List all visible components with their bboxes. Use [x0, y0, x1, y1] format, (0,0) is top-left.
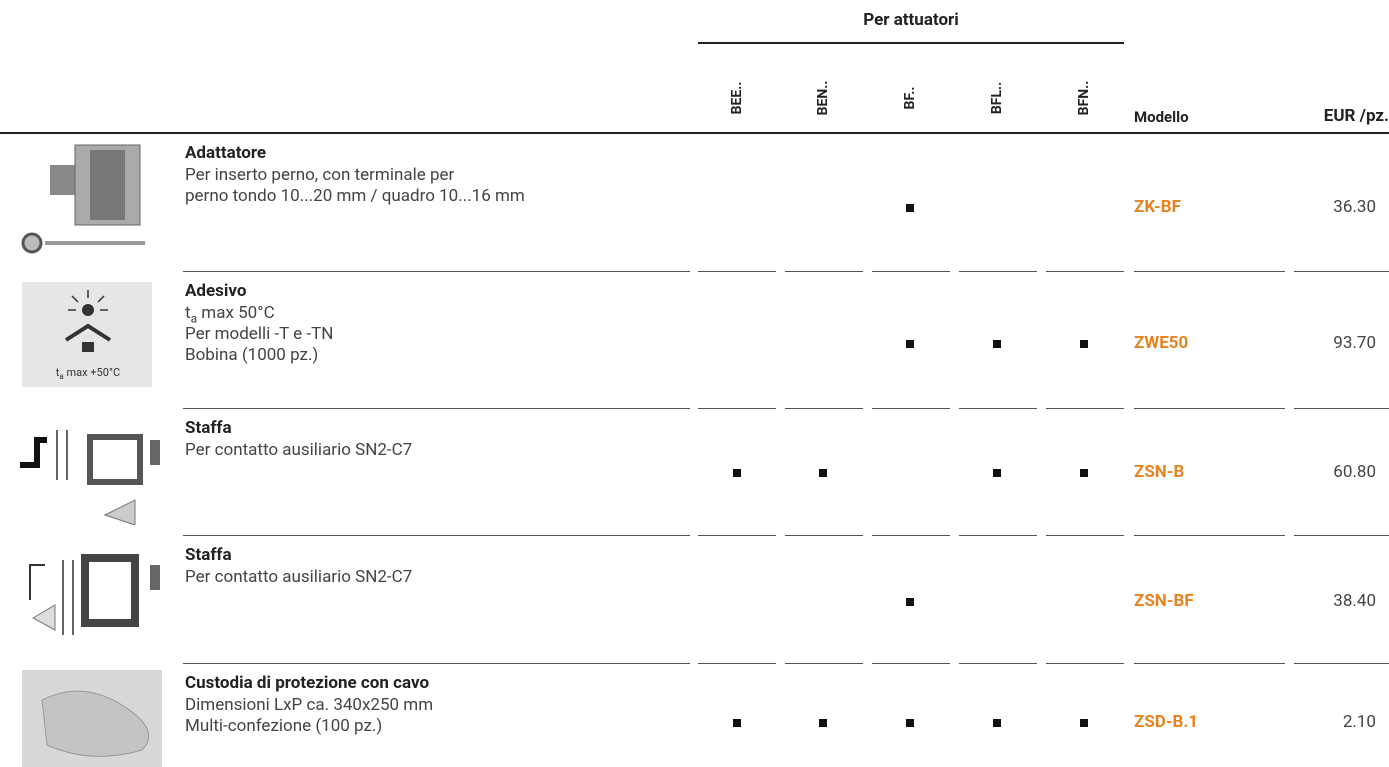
- price: 38.40: [1333, 591, 1376, 611]
- row-rule: [1134, 535, 1285, 536]
- compatibility-mark: [1080, 469, 1088, 477]
- row-rule: [785, 271, 863, 272]
- row-rule: [872, 271, 950, 272]
- row-rule: [1294, 535, 1389, 536]
- actuator-header: BFN..: [1076, 80, 1092, 116]
- compatibility-mark: [1080, 340, 1088, 348]
- row-title: Adattatore: [185, 143, 267, 163]
- description-main: t: [185, 303, 191, 323]
- image-label-main: t: [56, 366, 60, 379]
- row-rule: [872, 535, 950, 536]
- row-rule: [183, 271, 690, 272]
- row-rule: [1134, 663, 1285, 664]
- model-code: ZSN-B: [1134, 462, 1185, 482]
- row-description: Per contatto ausiliario SN2-C7: [185, 440, 413, 460]
- row-rule: [1046, 535, 1124, 536]
- actuator-header: BEE..: [729, 81, 745, 115]
- row-rule: [959, 663, 1037, 664]
- row-rule: [872, 408, 950, 409]
- row-rule: [959, 271, 1037, 272]
- compatibility-mark: [993, 340, 1001, 348]
- row-title: Custodia di protezione con cavo: [185, 673, 430, 693]
- actuator-header: BFL..: [989, 81, 1005, 115]
- product-image: ta max +50°C: [22, 282, 152, 387]
- row-rule: [785, 408, 863, 409]
- row-description: Per modelli -T e -TN: [185, 324, 334, 344]
- compatibility-mark: [906, 598, 914, 606]
- group-header: Per attuatori: [863, 10, 959, 30]
- image-label-rest: max +50°C: [64, 366, 120, 379]
- header-rule: [0, 132, 1389, 134]
- row-description: Multi-confezione (100 pz.): [185, 716, 383, 736]
- description-sub: a: [190, 311, 198, 326]
- row-rule: [1134, 271, 1285, 272]
- row-rule: [698, 271, 776, 272]
- row-description: Per inserto perno, con terminale per: [185, 165, 455, 185]
- compatibility-mark: [819, 469, 827, 477]
- row-rule: [1294, 271, 1389, 272]
- row-title: Staffa: [185, 418, 232, 438]
- price: 60.80: [1333, 462, 1376, 482]
- product-image: [22, 670, 162, 767]
- actuator-header: BF..: [902, 86, 918, 110]
- image-label: ta max +50°C: [56, 366, 120, 381]
- image-label-sub: a: [59, 372, 63, 381]
- row-rule: [959, 408, 1037, 409]
- row-rule: [1294, 663, 1389, 664]
- compatibility-mark: [1080, 719, 1088, 727]
- price: 36.30: [1333, 197, 1376, 217]
- price: 2.10: [1342, 712, 1376, 732]
- row-rule: [785, 663, 863, 664]
- row-description: Bobina (1000 pz.): [185, 345, 319, 365]
- row-rule: [1046, 663, 1124, 664]
- row-rule: [183, 408, 690, 409]
- row-rule: [959, 535, 1037, 536]
- price-header: EUR /pz.: [1323, 106, 1389, 126]
- price: 93.70: [1333, 333, 1376, 353]
- compatibility-mark: [819, 719, 827, 727]
- model-code: ZWE50: [1134, 333, 1189, 353]
- model-header: Modello: [1134, 108, 1189, 126]
- row-rule: [1046, 271, 1124, 272]
- row-rule: [1046, 408, 1124, 409]
- product-image: [29, 554, 160, 635]
- compatibility-mark: [733, 469, 741, 477]
- row-description: perno tondo 10...20 mm / quadro 10...16 …: [185, 186, 525, 206]
- row-rule: [183, 663, 690, 664]
- row-description: Per contatto ausiliario SN2-C7: [185, 567, 413, 587]
- row-rule: [1294, 408, 1389, 409]
- row-rule: [698, 408, 776, 409]
- actuator-header: BEN..: [815, 80, 831, 116]
- compatibility-mark: [993, 469, 1001, 477]
- row-rule: [1134, 408, 1285, 409]
- row-rule: [698, 663, 776, 664]
- compatibility-mark: [906, 204, 914, 212]
- row-description: Dimensioni LxP ca. 340x250 mm: [185, 695, 434, 715]
- row-rule: [698, 535, 776, 536]
- compatibility-mark: [993, 719, 1001, 727]
- row-description: ta max 50°C: [185, 303, 275, 325]
- row-title: Adesivo: [185, 281, 247, 301]
- row-rule: [183, 535, 690, 536]
- model-code: ZSD-B.1: [1134, 712, 1199, 732]
- compatibility-mark: [906, 340, 914, 348]
- model-code: ZK-BF: [1134, 197, 1181, 217]
- compatibility-mark: [906, 719, 914, 727]
- group-rule: [698, 42, 1124, 44]
- product-image: [21, 144, 145, 254]
- product-image: [20, 430, 160, 525]
- row-rule: [785, 535, 863, 536]
- row-rule: [872, 663, 950, 664]
- description-rest: max 50°C: [197, 303, 275, 323]
- row-title: Staffa: [185, 545, 232, 565]
- compatibility-mark: [733, 719, 741, 727]
- model-code: ZSN-BF: [1134, 591, 1194, 611]
